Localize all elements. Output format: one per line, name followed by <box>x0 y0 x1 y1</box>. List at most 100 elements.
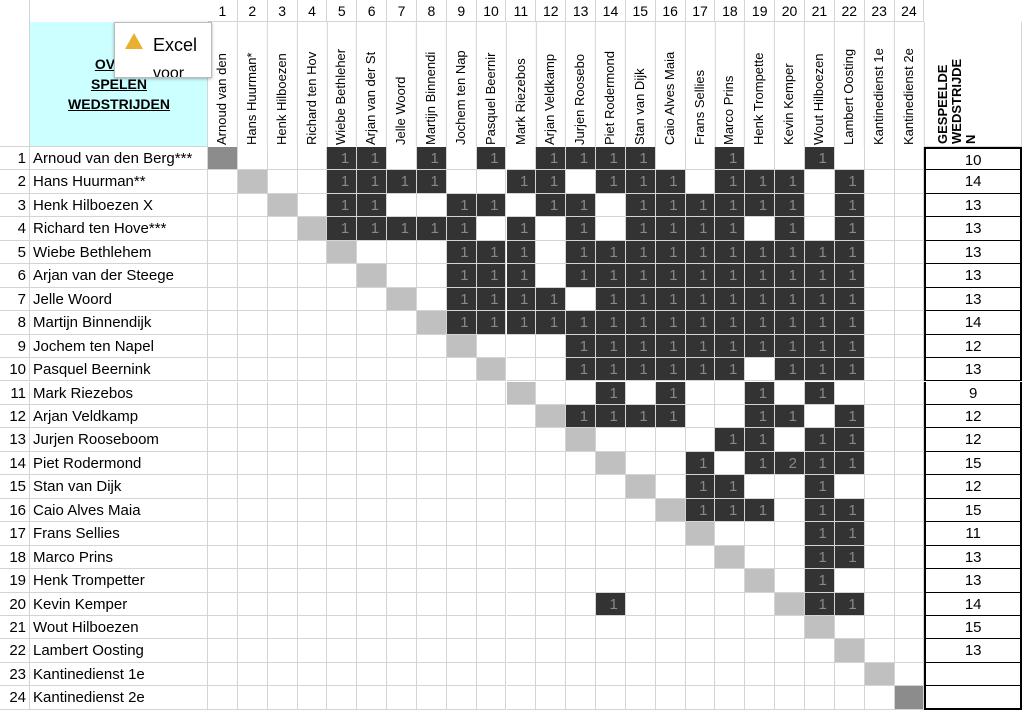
match-cell <box>267 451 298 476</box>
match-cell <box>387 686 417 710</box>
match-cell <box>894 522 925 546</box>
match-cell <box>596 193 626 218</box>
row-number: 23 <box>0 662 30 687</box>
match-cell <box>894 287 925 312</box>
match-cell <box>536 545 567 570</box>
row-number: 20 <box>0 592 30 616</box>
match-cell: 1 <box>476 311 507 335</box>
match-cell <box>357 287 388 312</box>
player-name: Jelle Woord <box>30 287 208 312</box>
total-cell: 13 <box>924 240 1022 265</box>
match-cell: 1 <box>745 381 776 405</box>
match-cell <box>655 428 686 452</box>
match-cell <box>267 522 298 546</box>
match-cell <box>625 569 656 593</box>
match-cell <box>327 287 358 312</box>
match-cell: 1 <box>506 311 537 335</box>
match-cell <box>864 311 895 335</box>
match-cell <box>208 264 238 288</box>
match-cell: 1 <box>834 334 865 359</box>
match-cell <box>327 475 358 499</box>
match-cell: 1 <box>446 193 477 218</box>
column-number: 16 <box>655 0 686 22</box>
match-cell <box>596 616 626 640</box>
match-cell <box>416 545 447 570</box>
match-cell <box>536 428 567 452</box>
match-cell <box>894 569 925 593</box>
match-cell <box>446 616 477 640</box>
match-cell <box>715 522 746 546</box>
match-cell <box>416 686 447 710</box>
match-cell <box>715 451 746 476</box>
match-cell: 1 <box>327 147 358 171</box>
player-name: Arjan Veldkamp <box>30 404 208 429</box>
match-cell <box>208 334 238 359</box>
match-cell <box>894 217 925 241</box>
match-cell: 1 <box>566 217 597 241</box>
player-name: Frans Sellies <box>30 522 208 546</box>
column-number: 3 <box>267 0 298 22</box>
match-cell: 1 <box>775 240 805 265</box>
match-cell: 1 <box>566 404 597 429</box>
match-cell <box>297 381 328 405</box>
player-name: Henk Hilboezen X <box>30 193 208 218</box>
match-cell <box>208 569 238 593</box>
match-cell <box>387 592 417 616</box>
match-cell <box>208 147 238 171</box>
match-cell: 1 <box>506 170 537 194</box>
match-cell <box>446 404 477 429</box>
row-number: 3 <box>0 193 30 218</box>
match-cell <box>566 592 597 616</box>
column-name: Arnoud van den <box>208 22 238 147</box>
match-cell <box>894 311 925 335</box>
match-cell <box>267 358 298 382</box>
match-cell: 1 <box>476 240 507 265</box>
match-cell: 1 <box>655 170 686 194</box>
match-cell: 1 <box>805 522 835 546</box>
match-cell: 2 <box>775 451 805 476</box>
match-cell <box>745 147 776 171</box>
match-cell: 1 <box>596 147 626 171</box>
match-cell: 1 <box>715 428 746 452</box>
match-cell <box>237 639 268 663</box>
match-cell <box>476 358 507 382</box>
match-cell <box>775 147 805 171</box>
match-cell <box>476 639 507 663</box>
total-cell: 15 <box>924 451 1022 476</box>
match-cell <box>834 686 865 710</box>
match-cell <box>267 193 298 218</box>
match-cell: 1 <box>715 264 746 288</box>
match-cell <box>237 170 268 194</box>
match-cell <box>357 569 388 593</box>
match-cell: 1 <box>834 451 865 476</box>
match-cell <box>506 569 537 593</box>
match-cell: 1 <box>596 240 626 265</box>
match-cell: 1 <box>655 311 686 335</box>
column-number: 21 <box>805 0 835 22</box>
match-cell: 1 <box>715 311 746 335</box>
match-cell <box>357 522 388 546</box>
player-name: Jochem ten Napel <box>30 334 208 359</box>
match-cell: 1 <box>446 217 477 241</box>
match-cell: 1 <box>745 498 776 523</box>
match-cell <box>476 334 507 359</box>
match-cell <box>237 193 268 218</box>
match-cell: 1 <box>357 147 388 171</box>
match-cell <box>267 240 298 265</box>
match-cell <box>387 358 417 382</box>
match-cell <box>208 639 238 663</box>
column-name: Jochem ten Nap <box>446 22 477 147</box>
match-cell: 1 <box>625 193 656 218</box>
match-cell: 1 <box>536 147 567 171</box>
total-cell: 12 <box>924 334 1022 359</box>
match-cell: 1 <box>566 240 597 265</box>
match-cell <box>566 170 597 194</box>
match-cell: 1 <box>685 264 716 288</box>
match-cell <box>357 686 388 710</box>
player-name: Jurjen Rooseboom <box>30 428 208 452</box>
match-cell: 1 <box>506 217 537 241</box>
match-cell <box>476 170 507 194</box>
match-cell: 1 <box>655 287 686 312</box>
match-cell <box>805 686 835 710</box>
match-cell: 1 <box>446 264 477 288</box>
